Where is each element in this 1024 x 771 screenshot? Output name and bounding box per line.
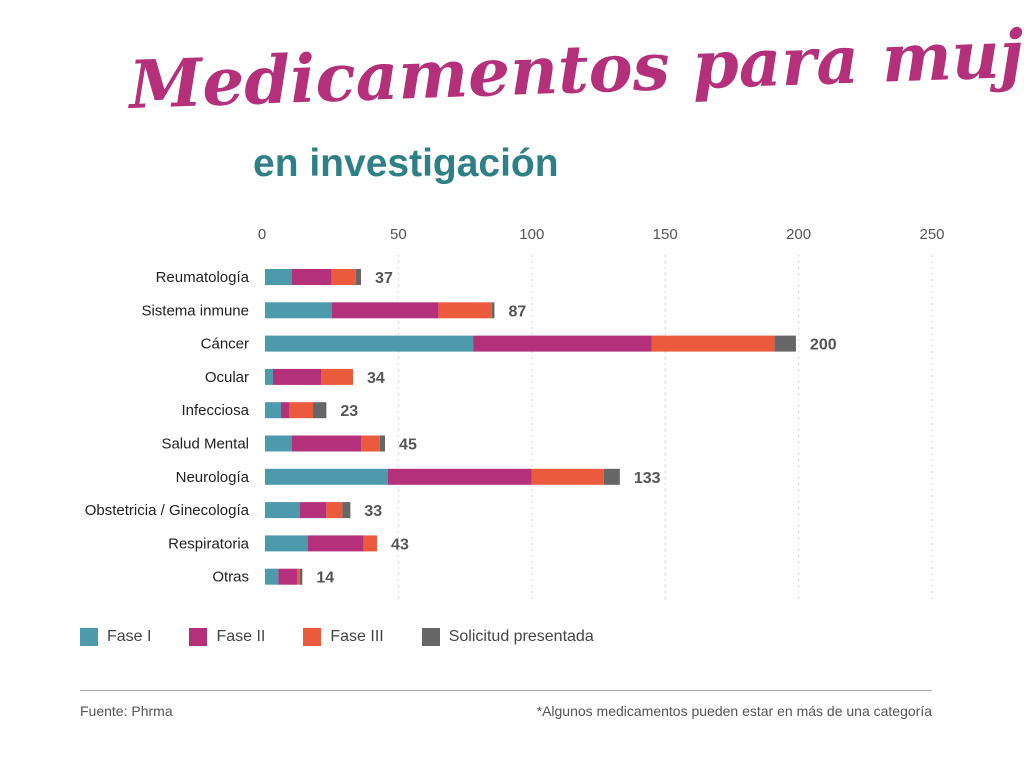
category-labels: Reumatología Sistema inmune Cáncer Ocular In…: [85, 269, 250, 586]
legend: Fase I Fase II Fase III Solicitud presen…: [80, 625, 632, 649]
category-label: Reumatología: [156, 269, 250, 286]
x-tick-label: 100: [519, 226, 544, 243]
bar-segment: [313, 402, 327, 419]
bar-segment: [331, 302, 439, 319]
bar-segment: [363, 535, 378, 552]
footnote-text: *Algunos medicamentos pueden estar en má…: [536, 703, 932, 719]
total-label: 43: [391, 536, 409, 553]
stacked-bar-chart: 0 50 100 150 200 250 Reumatología Sistema inmu…: [85, 226, 945, 600]
bar-segment: [265, 468, 388, 485]
category-label: Cáncer: [201, 336, 249, 353]
bar-segment: [265, 435, 292, 452]
bar-segment: [265, 368, 274, 385]
bar-segment: [291, 269, 332, 285]
total-label: 87: [508, 303, 526, 320]
total-label: 37: [375, 270, 393, 287]
legend-label: Fase I: [107, 628, 152, 645]
bar-segment: [265, 568, 279, 585]
bar-segment: [278, 568, 298, 585]
bar-segment: [265, 402, 282, 419]
bar-segment: [265, 335, 474, 352]
legend-label: Fase III: [330, 628, 384, 645]
total-label: 33: [364, 503, 382, 520]
chart-title: Medicamentos para mujeres: [127, 9, 1024, 124]
bar-segment: [379, 435, 386, 452]
legend-swatch: [80, 628, 98, 646]
x-tick-label: 0: [258, 226, 266, 243]
legend-swatch: [189, 628, 208, 646]
source-text: Fuente: Phrma: [80, 703, 173, 719]
chart-subtitle: en investigación: [253, 142, 559, 185]
bar-segment: [265, 502, 300, 519]
legend-swatch: [303, 628, 322, 646]
bar-segment: [387, 468, 532, 485]
bar-segment: [299, 502, 327, 519]
bar-segment: [281, 402, 290, 419]
bar-segment: [307, 535, 364, 552]
bar-segment: [321, 368, 354, 385]
category-label: Respiratoria: [168, 535, 250, 552]
total-label: 45: [399, 437, 417, 454]
bar-segment: [361, 435, 380, 452]
total-label: 133: [634, 470, 661, 487]
x-tick-label: 250: [919, 226, 944, 243]
category-label: Obstetricia / Ginecología: [85, 502, 250, 519]
bar-segment: [291, 435, 362, 452]
bar-segment: [531, 468, 604, 485]
bar-segment: [273, 368, 322, 385]
total-label: 34: [367, 370, 385, 387]
bars: [265, 269, 796, 585]
legend-label: Fase II: [216, 628, 266, 645]
legend-item-solicitud: Solicitud presentada: [421, 628, 594, 646]
bar-segment: [651, 335, 775, 352]
legend-label: Solicitud presentada: [448, 628, 594, 645]
bar-segment: [491, 302, 495, 319]
category-label: Neurología: [176, 469, 250, 486]
category-label: Sistema inmune: [141, 302, 249, 319]
bar-segment: [299, 568, 303, 585]
x-tick-label: 200: [786, 226, 811, 243]
bar-segment: [265, 535, 308, 552]
bar-segment: [603, 468, 620, 485]
total-labels: 37 87 200 34 23 45 133 33 43 14: [316, 270, 836, 587]
legend-item-fase-2: Fase II: [189, 628, 265, 646]
x-axis-ticks: 0 50 100 150 200 250: [258, 226, 945, 243]
bar-segment: [265, 269, 292, 285]
bar-segment: [774, 335, 796, 352]
x-tick-label: 50: [390, 226, 407, 243]
total-label: 200: [810, 337, 837, 354]
bar-segment: [438, 302, 492, 319]
bar-segment: [342, 502, 351, 519]
bar-segment: [297, 568, 300, 585]
bar-segment: [289, 402, 314, 419]
bar-segment: [331, 269, 356, 285]
category-label: Ocular: [205, 369, 249, 386]
x-tick-label: 150: [653, 226, 678, 243]
category-label: Infecciosa: [181, 402, 249, 419]
total-label: 23: [340, 403, 358, 420]
category-label: Salud Mental: [161, 436, 249, 453]
bar-segment: [326, 502, 343, 519]
bar-segment: [473, 335, 652, 352]
bar-segment: [265, 302, 332, 319]
category-label: Otras: [212, 569, 249, 586]
total-label: 14: [316, 570, 334, 587]
footer-divider: [80, 690, 932, 691]
legend-swatch: [421, 628, 440, 646]
bar-segment: [355, 269, 362, 285]
legend-item-fase-1: Fase I: [80, 628, 151, 646]
legend-item-fase-3: Fase III: [303, 628, 384, 646]
